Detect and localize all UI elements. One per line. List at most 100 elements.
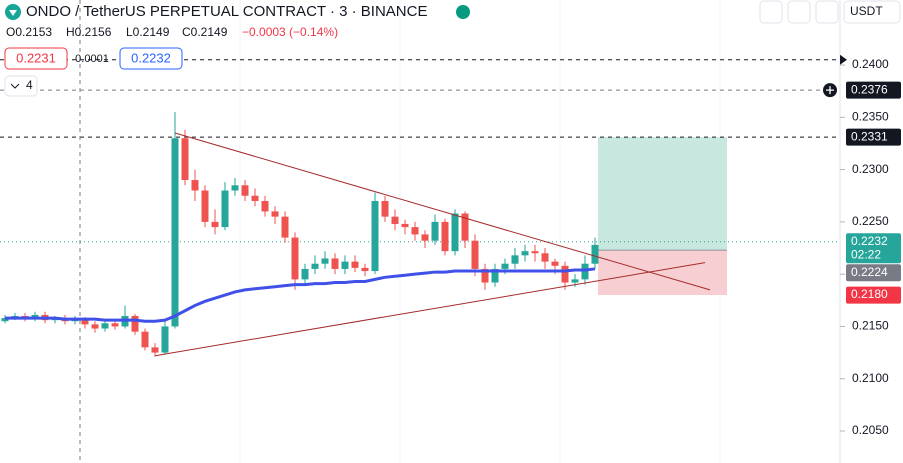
- candle-body: [171, 138, 179, 327]
- currency-btn[interactable]: [843, 0, 901, 24]
- buy-price: 0.2232: [131, 50, 171, 65]
- candle-body: [361, 267, 369, 272]
- candle-body: [491, 268, 499, 283]
- loss-zone: [598, 250, 727, 296]
- candle-body: [431, 221, 439, 241]
- chevron: [10, 83, 20, 89]
- y-tick-label: 0.2150: [852, 319, 889, 333]
- candle-body: [301, 268, 309, 280]
- candle-body: [101, 323, 109, 329]
- price-label-bg: [846, 81, 901, 99]
- candle-body: [571, 279, 579, 283]
- candle-body: [311, 263, 319, 269]
- countdown: 02:22: [851, 247, 881, 261]
- candle-body: [321, 258, 329, 264]
- y-tick-label: 0.2350: [852, 109, 889, 123]
- buy-box[interactable]: [119, 47, 183, 70]
- candle-body: [251, 195, 259, 201]
- candle-body: [111, 323, 119, 327]
- candle-body: [191, 180, 199, 191]
- candle-body: [151, 347, 159, 353]
- price-label-bg: [846, 128, 901, 146]
- candle-body: [291, 237, 299, 280]
- candle-body: [1, 318, 9, 322]
- y-tick-label: 0.2050: [852, 423, 889, 437]
- candle-body: [441, 221, 449, 252]
- candle-body: [501, 263, 509, 269]
- ohlc-open: O0.2153: [6, 25, 52, 39]
- y-tick-label: 0.2300: [852, 162, 889, 176]
- candle-body: [231, 185, 239, 191]
- candle-body: [391, 216, 399, 224]
- ohlc-change: −0.0003 (−0.14%): [242, 25, 338, 39]
- y-tick-label: 0.2100: [852, 371, 889, 385]
- price-label-bg: [846, 264, 901, 282]
- status-dot: [456, 5, 470, 19]
- y-tick-label: 0.2250: [852, 214, 889, 228]
- currency: USDT: [850, 4, 883, 18]
- candle-body: [181, 138, 189, 181]
- btn-collapse[interactable]: [787, 0, 811, 24]
- indicator-count: 4: [26, 78, 33, 92]
- ohlc-low: L0.2149: [126, 25, 170, 39]
- sell-price: 0.2231: [16, 50, 56, 65]
- ohlc-close: C0.2149: [182, 25, 228, 39]
- price-label: 0.2376: [851, 82, 888, 96]
- candle-body: [401, 223, 409, 228]
- price-label-bg: [846, 233, 901, 264]
- candle-body: [371, 200, 379, 272]
- chart-title: ONDO / TetherUS PERPETUAL CONTRACT · 3 ·…: [26, 3, 427, 20]
- candle-body: [521, 251, 529, 256]
- candle-body: [201, 190, 209, 222]
- spread: 0.0001: [75, 53, 109, 65]
- profit-zone: [598, 137, 727, 251]
- trendline: [174, 132, 711, 291]
- plus-icon: [826, 86, 834, 95]
- candle-body: [281, 216, 289, 238]
- candle-body: [221, 190, 229, 228]
- candle-body: [261, 200, 269, 212]
- candle-body: [81, 319, 89, 325]
- candle-body: [351, 261, 359, 268]
- price-label: 0.2224: [851, 265, 888, 279]
- candle-body: [341, 261, 349, 269]
- candle-body: [541, 253, 549, 262]
- candle-body: [561, 265, 569, 283]
- candle-body: [161, 326, 169, 353]
- candle-body: [481, 268, 489, 283]
- candle-body: [421, 234, 429, 241]
- btn-down[interactable]: [759, 0, 783, 24]
- candle-body: [591, 244, 599, 264]
- indicator-toggle[interactable]: [4, 75, 38, 97]
- candle-body: [241, 185, 249, 196]
- ohlc-high: H0.2156: [66, 25, 112, 39]
- plot: [0, 0, 847, 463]
- logo-mark: [9, 10, 17, 16]
- candle-body: [511, 255, 519, 264]
- sell-box[interactable]: [4, 47, 68, 70]
- moving-average: [5, 267, 596, 323]
- alert-arrow: [840, 54, 847, 65]
- candle-body: [461, 213, 469, 241]
- candle-body: [381, 200, 389, 217]
- candle-body: [471, 240, 479, 269]
- candle-body: [581, 263, 589, 280]
- price-label-bg: [846, 286, 901, 304]
- candle-body: [531, 251, 539, 254]
- candle-body: [551, 261, 559, 266]
- price-label: 0.2180: [851, 287, 888, 301]
- btn-window[interactable]: [815, 0, 839, 24]
- candle-body: [91, 324, 99, 329]
- candle-body: [411, 227, 419, 235]
- price-label: 0.2331: [851, 129, 888, 143]
- y-tick-label: 0.2400: [852, 57, 889, 71]
- candle-body: [331, 258, 339, 269]
- price-label: 0.2232: [851, 234, 888, 248]
- trendline: [154, 262, 706, 357]
- candle-body: [131, 315, 139, 332]
- candle-body: [451, 213, 459, 252]
- candle-body: [211, 221, 219, 228]
- candle-body: [141, 331, 149, 348]
